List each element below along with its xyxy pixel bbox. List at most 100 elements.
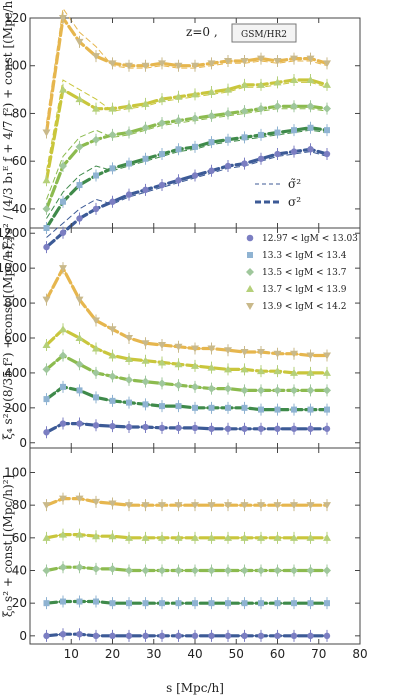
- data-point: [42, 204, 51, 213]
- y-tick-label: 1000: [0, 261, 27, 275]
- data-point: [192, 404, 198, 411]
- data-point: [125, 102, 133, 110]
- data-point: [92, 317, 100, 325]
- data-point: [109, 198, 116, 205]
- data-point: [141, 502, 150, 510]
- data-point: [174, 62, 183, 70]
- data-point: [207, 566, 216, 575]
- data-point: [290, 102, 298, 111]
- data-point: [191, 382, 199, 391]
- series-line-thin: [46, 534, 327, 539]
- data-point: [257, 55, 265, 63]
- data-point: [92, 532, 100, 540]
- data-point: [59, 631, 67, 638]
- data-point: [257, 104, 265, 113]
- data-point: [59, 563, 67, 572]
- data-point: [175, 424, 182, 432]
- y-tick-label: 600: [4, 331, 27, 345]
- data-point: [241, 632, 248, 640]
- data-point: [191, 361, 199, 369]
- data-point: [108, 326, 117, 334]
- data-point: [306, 76, 315, 84]
- data-point: [141, 123, 150, 132]
- data-point: [306, 533, 315, 541]
- data-point: [75, 495, 84, 503]
- data-point: [323, 150, 331, 158]
- data-point: [240, 365, 249, 373]
- data-point: [224, 85, 232, 93]
- data-point: [240, 386, 249, 395]
- data-point: [208, 139, 215, 146]
- data-point: [109, 422, 116, 430]
- data-point: [324, 406, 330, 413]
- data-point: [208, 404, 215, 411]
- data-point: [273, 502, 282, 510]
- data-point: [92, 344, 100, 352]
- data-point: [241, 425, 248, 432]
- line-style-legend: σ̃² σ²: [255, 177, 301, 209]
- data-point: [59, 265, 67, 273]
- data-point: [174, 533, 183, 541]
- data-point: [192, 143, 198, 150]
- data-point: [208, 600, 215, 607]
- y-tick-label: 60: [12, 531, 27, 545]
- data-point: [257, 533, 265, 541]
- data-point: [225, 404, 231, 411]
- data-point: [291, 127, 297, 134]
- data-point: [108, 60, 117, 68]
- data-point: [76, 215, 83, 222]
- data-point: [323, 368, 331, 376]
- data-point: [59, 530, 67, 538]
- legend-label: 13.5 < lgM < 13.7: [262, 268, 347, 278]
- x-tick-label: 50: [229, 647, 244, 661]
- y-tick-label: 20: [12, 596, 27, 610]
- data-point: [307, 600, 314, 607]
- data-point: [76, 387, 83, 394]
- legend-marker: [246, 234, 254, 242]
- data-point: [141, 566, 150, 575]
- data-point: [108, 130, 117, 139]
- panel-bottom-frame: [29, 447, 361, 645]
- data-point: [257, 155, 265, 162]
- legend-marker: [247, 252, 253, 258]
- data-point: [109, 165, 116, 172]
- y-tick-label: 120: [4, 11, 27, 25]
- data-point: [274, 406, 281, 413]
- data-point: [125, 62, 133, 70]
- data-point: [93, 172, 99, 179]
- data-point: [175, 177, 182, 184]
- legend-marker: [246, 285, 254, 292]
- data-point: [191, 533, 199, 541]
- series-line-thin: [46, 79, 328, 171]
- data-point: [323, 502, 331, 510]
- data-point: [60, 198, 66, 205]
- data-point: [191, 345, 199, 353]
- data-point: [142, 632, 149, 640]
- data-point: [92, 632, 100, 640]
- data-point: [307, 406, 314, 413]
- data-point: [59, 85, 67, 93]
- data-point: [240, 57, 249, 65]
- data-point: [191, 62, 199, 70]
- data-point: [192, 600, 198, 607]
- data-point: [141, 99, 150, 107]
- data-point: [207, 384, 216, 393]
- legend-sigma-tilde-label: σ̃²: [288, 177, 301, 191]
- data-point: [158, 181, 166, 189]
- y-tick-label: 100: [4, 59, 27, 73]
- data-point: [174, 360, 183, 368]
- data-point: [323, 80, 331, 88]
- data-point: [174, 566, 183, 575]
- data-point: [258, 406, 264, 413]
- data-point: [141, 62, 150, 70]
- data-point: [323, 632, 331, 640]
- data-point: [158, 502, 166, 510]
- y-tick-label: 200: [4, 401, 27, 415]
- data-point: [224, 425, 232, 432]
- y-tick-label: 1200: [0, 226, 27, 240]
- data-point: [257, 80, 265, 88]
- data-point: [175, 632, 182, 640]
- xlabel: s [Mpc/h]: [166, 681, 224, 695]
- data-point: [126, 160, 132, 167]
- data-point: [290, 533, 298, 541]
